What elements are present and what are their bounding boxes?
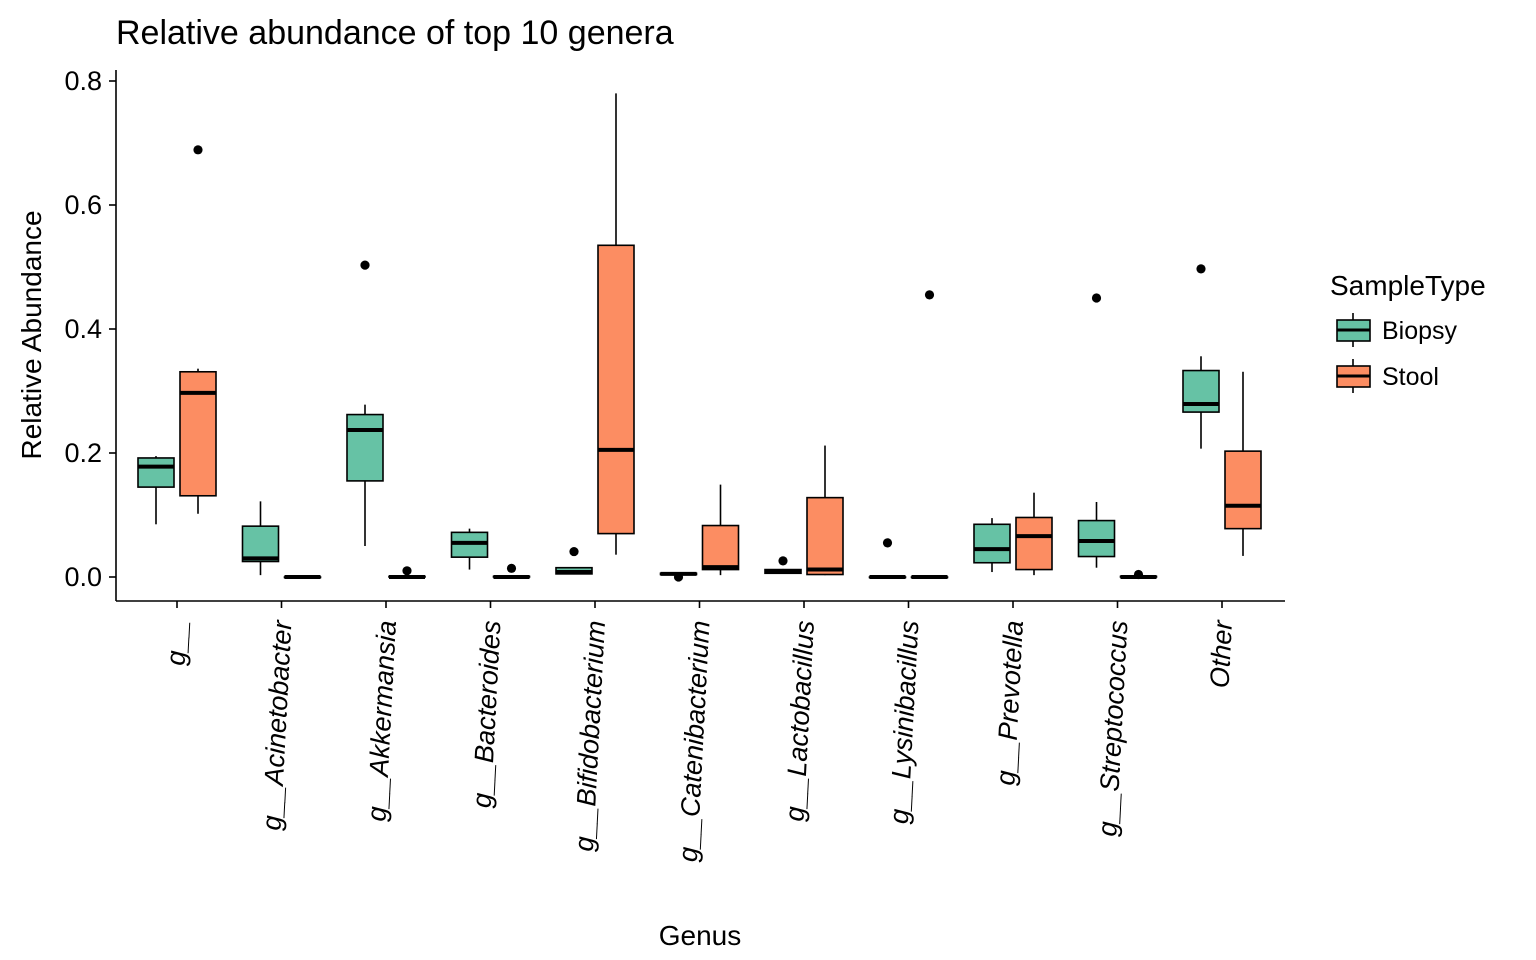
x-tick-label: g__Acinetobacter — [257, 619, 298, 831]
y-tick-label: 0.0 — [64, 562, 102, 592]
box-stool-10 — [1224, 371, 1262, 556]
outlier-point — [569, 546, 579, 557]
box-stool-9 — [1119, 569, 1158, 580]
box-stool-7 — [910, 290, 949, 579]
y-tick-label: 0.6 — [64, 190, 102, 220]
x-tick-label: g__Prevotella — [990, 620, 1029, 786]
box-body — [346, 413, 384, 482]
box-biopsy-4 — [555, 546, 593, 575]
x-tick-label: g__Lysinibacillus — [884, 620, 925, 825]
legend-item-biopsy: Biopsy — [1336, 313, 1458, 347]
outlier-point — [778, 556, 788, 566]
box-stool-5 — [701, 484, 740, 576]
plot-area — [137, 93, 1262, 582]
x-tick-label: g__Lactobacillus — [780, 620, 820, 822]
box-body — [137, 457, 175, 488]
box-body — [179, 370, 217, 497]
box-biopsy-2 — [346, 260, 384, 546]
box-stool-2 — [388, 566, 426, 579]
box-body — [1015, 516, 1053, 571]
outlier-point — [402, 566, 412, 576]
legend: SampleType Biopsy Stool — [1330, 270, 1486, 393]
outlier-point — [882, 538, 893, 548]
box-biopsy-0 — [137, 456, 175, 525]
legend-item-stool: Stool — [1336, 359, 1439, 393]
box-biopsy-3 — [450, 528, 489, 570]
box-biopsy-10 — [1182, 264, 1220, 449]
outlier-point — [506, 563, 517, 573]
x-tick-label: g__ — [161, 620, 193, 667]
x-axis-title: Genus — [659, 920, 742, 951]
box-stool-3 — [492, 563, 531, 579]
y-axis-title: Relative Abundance — [16, 210, 47, 459]
x-tick-label: g__Streptococcus — [1092, 620, 1133, 837]
box-body — [701, 524, 740, 571]
outlier-point — [1091, 293, 1102, 303]
y-tick-label: 0.2 — [64, 438, 102, 468]
box-body — [1077, 519, 1116, 558]
box-body — [241, 525, 280, 563]
box-stool-6 — [806, 445, 844, 576]
box-stool-4 — [597, 93, 635, 555]
y-tick-label: 0.8 — [64, 66, 102, 96]
x-tick-label: g__Bacteroides — [467, 620, 507, 809]
box-biopsy-6 — [764, 556, 802, 575]
outlier-point — [673, 572, 684, 582]
box-biopsy-1 — [241, 501, 280, 576]
legend-label: Biopsy — [1382, 317, 1458, 345]
x-tick-label: Other — [1204, 619, 1238, 689]
box-body — [597, 244, 635, 535]
box-body — [1224, 450, 1262, 530]
axes: 0.0 0.2 0.4 0.6 0.8 g__ g__Acinetobacter g__Akk… — [64, 66, 1285, 863]
outlier-point — [924, 290, 935, 300]
outlier-point — [193, 145, 203, 155]
chart-title: Relative abundance of top 10 genera — [116, 14, 674, 52]
x-tick-label: g__Catenibacterium — [673, 620, 716, 863]
box-biopsy-8 — [973, 518, 1011, 573]
x-tick-label: g__Bifidobacterium — [569, 620, 611, 852]
box-stool-0 — [179, 145, 217, 514]
outlier-point — [1196, 264, 1206, 274]
x-tick-label: g__Akkermansia — [362, 620, 402, 822]
box-stool-1 — [283, 575, 322, 579]
outlier-point — [1133, 569, 1144, 580]
legend-label: Stool — [1382, 363, 1439, 391]
legend-title: SampleType — [1330, 270, 1486, 301]
box-biopsy-5 — [659, 571, 698, 582]
box-biopsy-9 — [1077, 293, 1116, 568]
y-tick-label: 0.4 — [64, 314, 102, 344]
box-body — [806, 496, 844, 576]
box-stool-8 — [1015, 492, 1053, 576]
box-body — [973, 523, 1011, 564]
outlier-point — [360, 260, 370, 270]
box-biopsy-7 — [868, 538, 907, 579]
